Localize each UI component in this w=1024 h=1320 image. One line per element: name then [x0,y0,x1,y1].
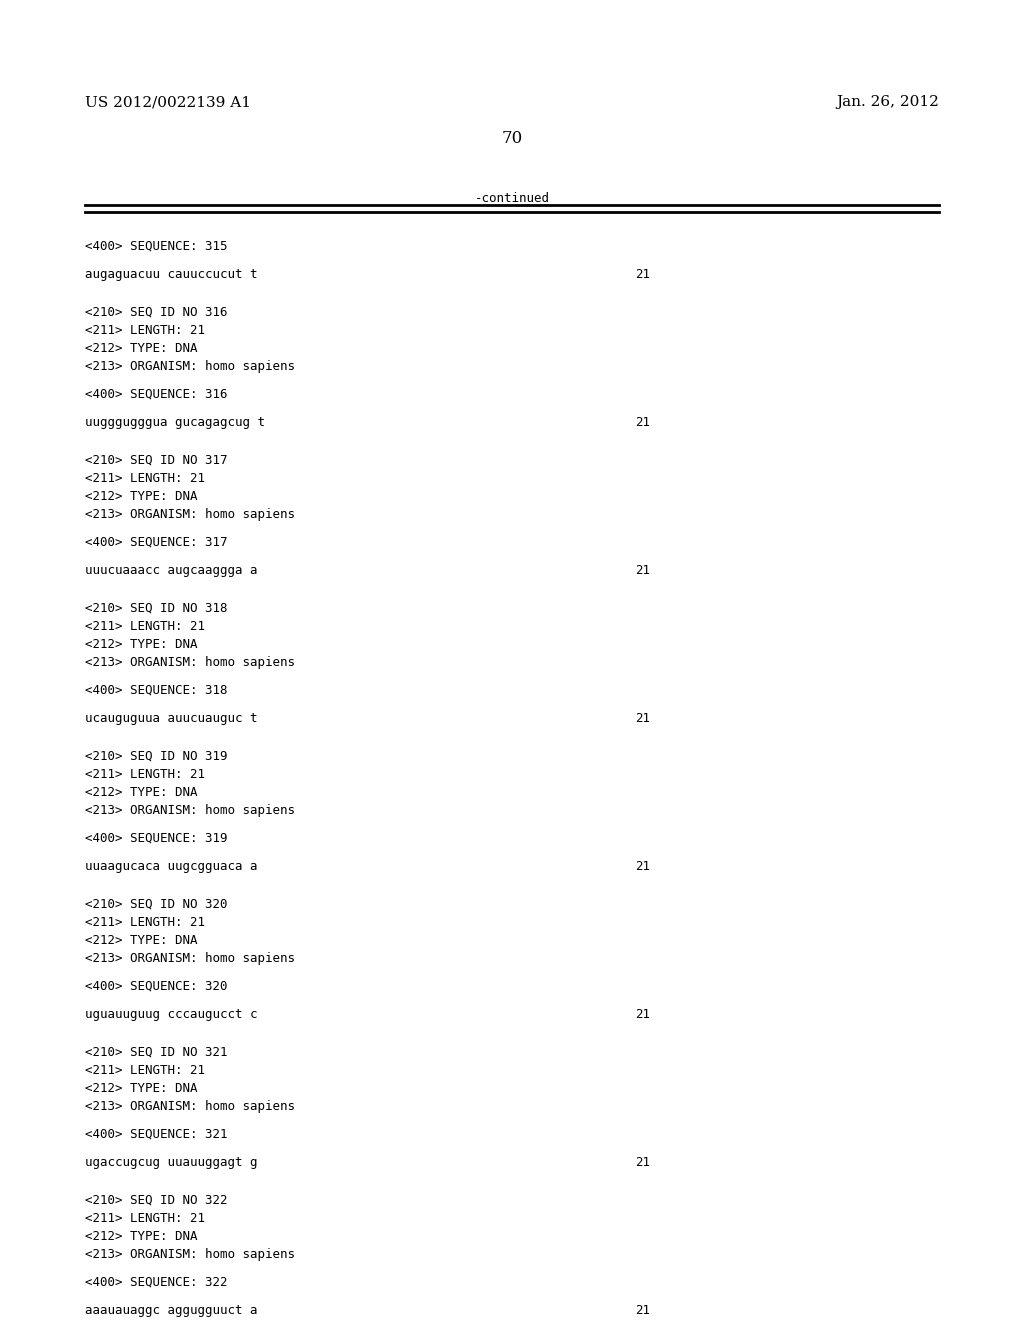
Text: <213> ORGANISM: homo sapiens: <213> ORGANISM: homo sapiens [85,508,295,521]
Text: 21: 21 [635,416,650,429]
Text: <213> ORGANISM: homo sapiens: <213> ORGANISM: homo sapiens [85,804,295,817]
Text: 21: 21 [635,861,650,873]
Text: <210> SEQ ID NO 316: <210> SEQ ID NO 316 [85,306,227,319]
Text: <210> SEQ ID NO 317: <210> SEQ ID NO 317 [85,454,227,467]
Text: aaauauaggc aggugguuct a: aaauauaggc aggugguuct a [85,1304,257,1317]
Text: 21: 21 [635,1156,650,1170]
Text: <400> SEQUENCE: 315: <400> SEQUENCE: 315 [85,240,227,253]
Text: <212> TYPE: DNA: <212> TYPE: DNA [85,342,198,355]
Text: <210> SEQ ID NO 322: <210> SEQ ID NO 322 [85,1195,227,1206]
Text: -continued: -continued [474,191,550,205]
Text: <400> SEQUENCE: 322: <400> SEQUENCE: 322 [85,1276,227,1290]
Text: <213> ORGANISM: homo sapiens: <213> ORGANISM: homo sapiens [85,1247,295,1261]
Text: <211> LENGTH: 21: <211> LENGTH: 21 [85,323,205,337]
Text: <211> LENGTH: 21: <211> LENGTH: 21 [85,1212,205,1225]
Text: <211> LENGTH: 21: <211> LENGTH: 21 [85,916,205,929]
Text: <211> LENGTH: 21: <211> LENGTH: 21 [85,768,205,781]
Text: <212> TYPE: DNA: <212> TYPE: DNA [85,1230,198,1243]
Text: <210> SEQ ID NO 321: <210> SEQ ID NO 321 [85,1045,227,1059]
Text: <213> ORGANISM: homo sapiens: <213> ORGANISM: homo sapiens [85,1100,295,1113]
Text: 21: 21 [635,711,650,725]
Text: <212> TYPE: DNA: <212> TYPE: DNA [85,935,198,946]
Text: <400> SEQUENCE: 318: <400> SEQUENCE: 318 [85,684,227,697]
Text: uuaagucaca uugcgguaca a: uuaagucaca uugcgguaca a [85,861,257,873]
Text: <210> SEQ ID NO 320: <210> SEQ ID NO 320 [85,898,227,911]
Text: 21: 21 [635,268,650,281]
Text: Jan. 26, 2012: Jan. 26, 2012 [837,95,939,110]
Text: <210> SEQ ID NO 319: <210> SEQ ID NO 319 [85,750,227,763]
Text: <211> LENGTH: 21: <211> LENGTH: 21 [85,620,205,634]
Text: ugaccugcug uuauuggagt g: ugaccugcug uuauuggagt g [85,1156,257,1170]
Text: <213> ORGANISM: homo sapiens: <213> ORGANISM: homo sapiens [85,952,295,965]
Text: <400> SEQUENCE: 316: <400> SEQUENCE: 316 [85,388,227,401]
Text: <400> SEQUENCE: 319: <400> SEQUENCE: 319 [85,832,227,845]
Text: uuucuaaacc augcaaggga a: uuucuaaacc augcaaggga a [85,564,257,577]
Text: <213> ORGANISM: homo sapiens: <213> ORGANISM: homo sapiens [85,360,295,374]
Text: <400> SEQUENCE: 317: <400> SEQUENCE: 317 [85,536,227,549]
Text: <400> SEQUENCE: 320: <400> SEQUENCE: 320 [85,979,227,993]
Text: US 2012/0022139 A1: US 2012/0022139 A1 [85,95,251,110]
Text: uguauuguug cccaugucct c: uguauuguug cccaugucct c [85,1008,257,1020]
Text: <210> SEQ ID NO 318: <210> SEQ ID NO 318 [85,602,227,615]
Text: <212> TYPE: DNA: <212> TYPE: DNA [85,785,198,799]
Text: <212> TYPE: DNA: <212> TYPE: DNA [85,1082,198,1096]
Text: <212> TYPE: DNA: <212> TYPE: DNA [85,638,198,651]
Text: <211> LENGTH: 21: <211> LENGTH: 21 [85,473,205,484]
Text: <213> ORGANISM: homo sapiens: <213> ORGANISM: homo sapiens [85,656,295,669]
Text: <212> TYPE: DNA: <212> TYPE: DNA [85,490,198,503]
Text: 21: 21 [635,564,650,577]
Text: <400> SEQUENCE: 321: <400> SEQUENCE: 321 [85,1129,227,1140]
Text: 70: 70 [502,129,522,147]
Text: 21: 21 [635,1304,650,1317]
Text: augaguacuu cauuccucut t: augaguacuu cauuccucut t [85,268,257,281]
Text: ucauguguua auucuauguc t: ucauguguua auucuauguc t [85,711,257,725]
Text: <211> LENGTH: 21: <211> LENGTH: 21 [85,1064,205,1077]
Text: uugggugggua gucagagcug t: uugggugggua gucagagcug t [85,416,265,429]
Text: 21: 21 [635,1008,650,1020]
